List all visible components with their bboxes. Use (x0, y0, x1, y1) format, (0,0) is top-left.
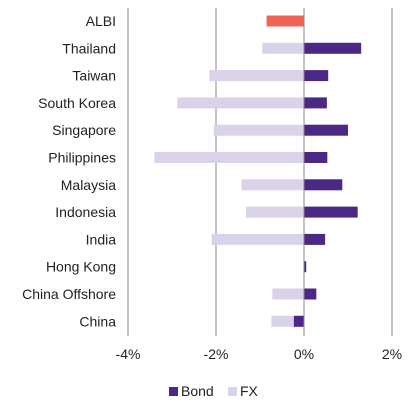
category-label-albi: ALBI (86, 13, 116, 29)
fx-bar-china-offshore (272, 288, 304, 300)
bond-bar-albi (266, 15, 304, 27)
fx-bar-india (211, 233, 304, 245)
fx-bar-indonesia (245, 206, 304, 218)
bond-bar-thailand (304, 42, 362, 54)
bond-bar-malaysia (304, 179, 343, 191)
category-label-taiwan: Taiwan (72, 68, 116, 84)
legend-swatch-fx (228, 387, 237, 396)
category-label-indonesia: Indonesia (55, 204, 116, 220)
bond-bar-philippines (304, 152, 328, 163)
fx-bar-thailand (262, 42, 304, 54)
bond-bar-china-offshore (304, 288, 317, 300)
category-label-india: India (86, 231, 117, 247)
category-label-malaysia: Malaysia (61, 177, 116, 193)
legend-label-bond: Bond (181, 383, 214, 399)
bond-bar-south-korea (304, 97, 327, 109)
bond-bar-singapore (304, 124, 348, 136)
bars (154, 15, 362, 327)
fx-bar-china (271, 315, 304, 327)
category-label-china-offshore: China Offshore (22, 286, 116, 302)
legend-swatch-bond (169, 387, 178, 396)
category-label-philippines: Philippines (48, 150, 116, 166)
category-label-singapore: Singapore (52, 122, 116, 138)
category-label-thailand: Thailand (62, 40, 116, 56)
fx-bar-taiwan (209, 70, 304, 82)
fx-bar-singapore (213, 124, 304, 136)
bond-bar-taiwan (304, 70, 329, 82)
legend-label-fx: FX (240, 383, 259, 399)
category-label-hong-kong: Hong Kong (46, 259, 116, 275)
tick-label: -2% (204, 346, 229, 362)
fx-bar-malaysia (241, 179, 304, 191)
tick-labels: -4% -2% 0% 2% (116, 346, 403, 362)
tick-label: 2% (382, 346, 402, 362)
bond-bar-india (304, 233, 326, 245)
tick-label: -4% (116, 346, 141, 362)
bond-bar-hong-kong (304, 261, 307, 273)
bond-bar-china (293, 315, 304, 327)
bond-bar-indonesia (304, 206, 358, 218)
category-label-south-korea: South Korea (38, 95, 116, 111)
legend: Bond FX (169, 383, 259, 399)
tick-label: 0% (294, 346, 314, 362)
fx-bar-philippines (154, 152, 304, 163)
gridlines (127, 8, 393, 336)
category-labels: ALBI Thailand Taiwan South Korea Singapore Ph… (22, 13, 116, 329)
fx-bar-south-korea (177, 97, 304, 109)
category-label-china: China (79, 313, 116, 329)
